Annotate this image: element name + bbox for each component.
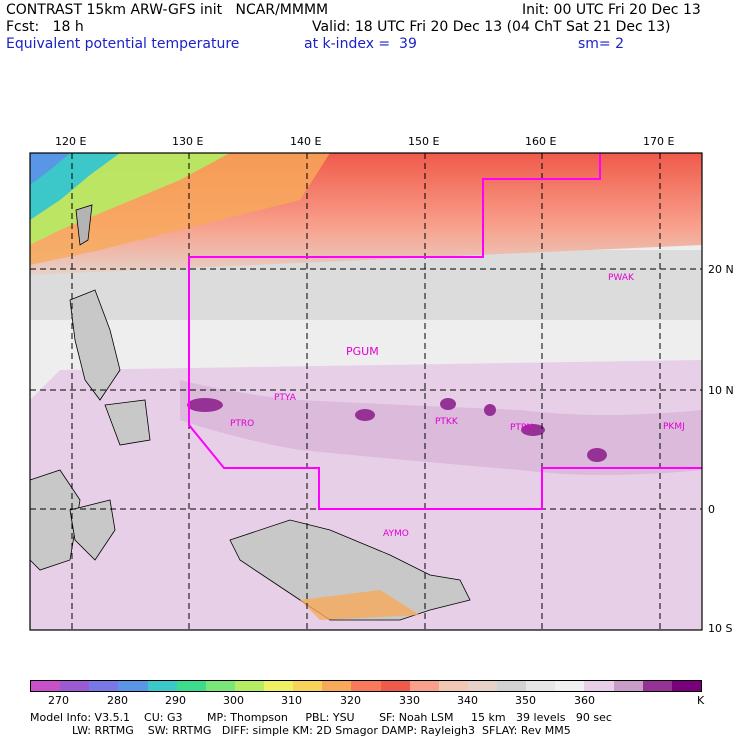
colorbar-label: 320 [340,694,361,707]
convective-cell [521,424,545,436]
level-index: at k-index = 39 [304,36,417,52]
field-name: Equivalent potential temperature [6,36,240,52]
convective-cell [187,398,223,412]
forecast-hour: Fcst: 18 h [6,19,84,35]
convective-cell [587,448,607,462]
colorbar-swatch [584,681,614,691]
colorbar-swatch [234,681,264,691]
lon-label: 130 E [172,135,204,148]
smoothing: sm= 2 [578,36,625,52]
map-frame [29,152,703,631]
colorbar-label: 330 [399,694,420,707]
colorbar-swatch [322,681,352,691]
colorbar-swatch [31,681,61,691]
new-guinea-warm [300,590,420,620]
colorbar-label: 300 [223,694,244,707]
colorbar-swatch [293,681,323,691]
station-label: AYMO [383,529,409,539]
station-label: PTRO [230,419,255,429]
map-border [29,152,703,631]
island-luzon [69,289,121,401]
colorbar-unit: K [697,694,705,707]
lon-label: 140 E [290,135,322,148]
colorbar-label: 350 [515,694,536,707]
island-new-guinea [229,519,471,621]
island-taiwan [75,204,93,246]
colorbar-label: 280 [107,694,128,707]
colorbar-label: 270 [48,694,69,707]
colorbar-swatch [438,681,468,691]
station-label: PKMJ [663,422,685,432]
island-mindanao [104,399,151,446]
lat-label: 10 S [708,622,733,635]
lon-label: 150 E [408,135,440,148]
colorbar-swatch [351,681,381,691]
plot-title: CONTRAST 15km ARW-GFS init NCAR/MMMM [6,2,329,18]
colorbar-swatch [176,681,206,691]
island-sulawesi [69,499,116,561]
convective-cell [440,398,456,410]
model-info-line1: Model Info: V3.5.1 CU: G3 MP: Thompson P… [30,711,612,724]
model-info-line2: LW: RRTMG SW: RRTMG DIFF: simple KM: 2D … [30,724,571,737]
colorbar-swatch [380,681,410,691]
lat-label: 0 [708,503,715,516]
region-boundary [188,153,702,510]
colorbar-swatch [467,681,497,691]
convective-cell [355,409,375,421]
lon-label: 170 E [643,135,675,148]
colorbar-swatch [264,681,294,691]
colorbar-swatch [89,681,119,691]
colorbar-swatch [205,681,235,691]
colorbar-swatch [642,681,672,691]
colorbar-swatch [671,681,701,691]
station-label: PGUM [346,345,379,358]
valid-time: Valid: 18 UTC Fri 20 Dec 13 (04 ChT Sat … [312,19,671,35]
colorbar-swatch [147,681,177,691]
colorbar-label: 310 [281,694,302,707]
station-label: PTYA [274,393,296,403]
lon-label: 160 E [525,135,557,148]
colorbar-swatch [526,681,556,691]
colorbar-swatch [60,681,90,691]
station-label: PTPN [510,423,534,433]
lat-label: 10 N [708,384,734,397]
colorbar-label: 340 [457,694,478,707]
colorbar-swatch [118,681,148,691]
colorbar [30,680,702,692]
field-moist-core [180,380,702,475]
field-cyan-band [30,153,120,220]
colorbar-label: 360 [574,694,595,707]
field-blue-band [30,153,70,185]
init-time: Init: 00 UTC Fri 20 Dec 13 [522,2,701,18]
lon-label: 120 E [55,135,87,148]
lat-label: 20 N [708,263,734,276]
station-label: PTKK [435,417,458,427]
convective-cell [484,404,496,416]
colorbar-label: 290 [165,694,186,707]
colorbar-swatch [409,681,439,691]
colorbar-swatch [497,681,527,691]
colorbar-swatch [613,681,643,691]
colorbar-swatch [555,681,585,691]
station-label: PWAK [608,273,634,283]
